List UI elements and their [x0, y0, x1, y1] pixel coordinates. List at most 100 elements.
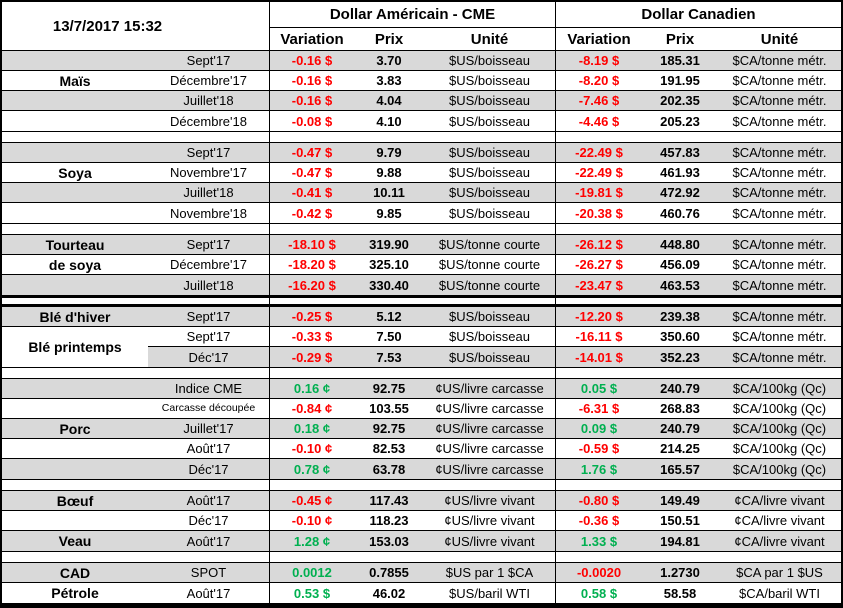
us-unit-cell: ¢US/livre carcasse [424, 419, 555, 439]
section-ble: Blé d'hiver Sept'17 -0.25 $5.12 $US/boissea… [2, 307, 841, 367]
contract-month-cell: SPOT [148, 563, 269, 583]
us-variation-cell: -0.41 $ [269, 183, 354, 203]
category-cell [2, 439, 148, 459]
us-unit-cell: $US/boisseau [424, 347, 555, 367]
us-price-cell: 319.90 [354, 235, 424, 255]
us-price-column-header: Prix [354, 28, 424, 51]
ca-variation-cell: -22.49 $ [555, 143, 642, 163]
divider-spacer [2, 224, 269, 234]
category-cell: Blé d'hiver [2, 307, 148, 327]
contract-month-cell: Déc'17 [148, 347, 269, 367]
ca-variation-cell: -4.46 $ [555, 111, 642, 131]
ca-price-cell: 194.81 [642, 531, 718, 551]
category-cell: Tourteau [2, 235, 148, 255]
contract-month-cell: Novembre'18 [148, 203, 269, 223]
contract-month-cell: Sept'17 [148, 51, 269, 71]
us-variation-cell: -0.45 ¢ [269, 491, 354, 511]
ca-unit-cell: $CA/tonne métr. [718, 111, 841, 131]
ca-price-cell: 457.83 [642, 143, 718, 163]
divider-spacer [2, 368, 269, 378]
contract-month-cell: Juillet'18 [148, 275, 269, 295]
us-price-cell: 9.79 [354, 143, 424, 163]
us-unit-cell: $US/tonne courte [424, 255, 555, 275]
us-variation-cell: -0.25 $ [269, 307, 354, 327]
category-cell [2, 51, 148, 71]
ca-price-cell: 460.76 [642, 203, 718, 223]
category-cell [2, 91, 148, 111]
contract-month-cell: Juillet'18 [148, 91, 269, 111]
us-variation-cell: -18.10 $ [269, 235, 354, 255]
ca-variation-cell: -0.80 $ [555, 491, 642, 511]
category-cell: CAD [2, 563, 148, 583]
ca-price-cell: 165.57 [642, 459, 718, 479]
ca-price-cell: 240.79 [642, 419, 718, 439]
us-unit-cell: $US/boisseau [424, 327, 555, 347]
contract-month-cell: Déc'17 [148, 459, 269, 479]
ca-unit-cell: $CA par 1 $US [718, 563, 841, 583]
us-unit-cell: $US/baril WTI [424, 583, 555, 603]
contract-month-cell: Sept'17 [148, 307, 269, 327]
ca-unit-cell: $CA/tonne métr. [718, 203, 841, 223]
ca-variation-cell: 1.76 $ [555, 459, 642, 479]
ca-price-cell: 1.2730 [642, 563, 718, 583]
category-cell: Blé printemps [2, 327, 148, 367]
divider-spacer [2, 552, 269, 562]
category-cell [2, 111, 148, 131]
us-unit-cell: $US/boisseau [424, 111, 555, 131]
contract-month-cell: Juillet'18 [148, 183, 269, 203]
us-price-cell: 63.78 [354, 459, 424, 479]
us-price-cell: 7.53 [354, 347, 424, 367]
ca-price-cell: 150.51 [642, 511, 718, 531]
us-variation-cell: 0.78 ¢ [269, 459, 354, 479]
ca-unit-cell: ¢CA/livre vivant [718, 511, 841, 531]
ca-variation-cell: -26.27 $ [555, 255, 642, 275]
ca-variation-cell: -0.36 $ [555, 511, 642, 531]
us-price-cell: 4.10 [354, 111, 424, 131]
us-unit-cell: $US/tonne courte [424, 275, 555, 295]
ca-price-cell: 202.35 [642, 91, 718, 111]
ca-price-cell: 268.83 [642, 399, 718, 419]
divider-spacer [2, 298, 269, 304]
us-unit-cell: ¢US/livre carcasse [424, 399, 555, 419]
us-dollar-group-header: Dollar Américain - CME [269, 2, 555, 28]
us-price-cell: 82.53 [354, 439, 424, 459]
us-price-cell: 46.02 [354, 583, 424, 603]
ca-unit-cell: $CA/100kg (Qc) [718, 399, 841, 419]
ca-price-cell: 149.49 [642, 491, 718, 511]
divider-spacer [269, 224, 555, 234]
divider-spacer [2, 132, 269, 142]
us-price-cell: 92.75 [354, 379, 424, 399]
divider-spacer [269, 552, 555, 562]
ca-price-cell: 191.95 [642, 71, 718, 91]
ca-variation-cell: -8.20 $ [555, 71, 642, 91]
us-variation-cell: -0.16 $ [269, 91, 354, 111]
us-price-cell: 5.12 [354, 307, 424, 327]
us-variation-cell: -0.47 $ [269, 143, 354, 163]
us-price-cell: 325.10 [354, 255, 424, 275]
us-variation-cell: 0.18 ¢ [269, 419, 354, 439]
ca-variation-cell: -19.81 $ [555, 183, 642, 203]
ca-price-cell: 463.53 [642, 275, 718, 295]
ca-dollar-group-header: Dollar Canadien [555, 2, 841, 28]
us-variation-cell: -0.33 $ [269, 327, 354, 347]
us-unit-cell: $US/boisseau [424, 91, 555, 111]
ca-unit-cell: ¢CA/livre vivant [718, 491, 841, 511]
table-body: Sept'17 -0.16 $3.70 $US/boisseau -8.19 $185… [2, 51, 841, 603]
ca-variation-cell: -6.31 $ [555, 399, 642, 419]
divider-spacer [555, 368, 841, 378]
category-cell [2, 275, 148, 295]
ca-price-cell: 205.23 [642, 111, 718, 131]
ca-price-cell: 352.23 [642, 347, 718, 367]
contract-month-cell: Sept'17 [148, 327, 269, 347]
us-variation-cell: -0.10 ¢ [269, 511, 354, 531]
ca-variation-cell: -0.0020 [555, 563, 642, 583]
ca-price-cell: 239.38 [642, 307, 718, 327]
ca-price-cell: 448.80 [642, 235, 718, 255]
divider-spacer [555, 132, 841, 142]
ca-variation-cell: -8.19 $ [555, 51, 642, 71]
divider-spacer [2, 480, 269, 490]
ca-variation-cell: -22.49 $ [555, 163, 642, 183]
divider-spacer [269, 368, 555, 378]
contract-month-cell: Août'17 [148, 583, 269, 603]
